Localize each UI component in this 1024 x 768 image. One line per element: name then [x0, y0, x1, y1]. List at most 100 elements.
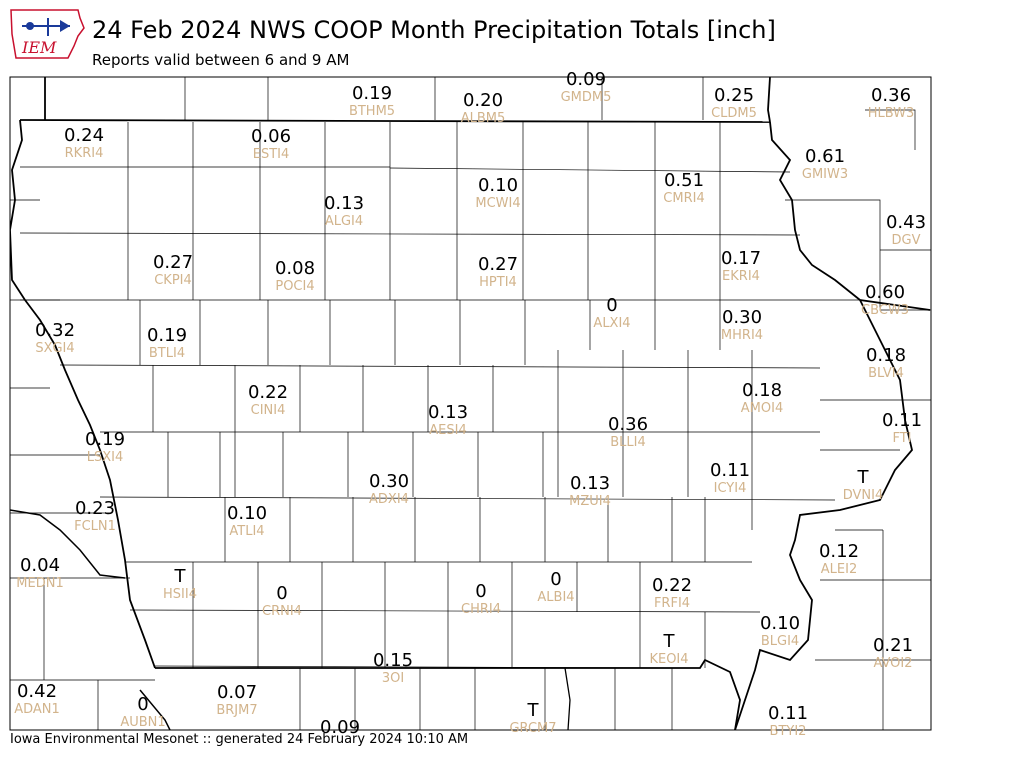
station-id: ALGI4	[325, 214, 363, 229]
station-id: GMDM5	[561, 90, 612, 105]
station-value: 0.09	[566, 69, 606, 90]
station-id: DVNI4	[843, 488, 884, 503]
station-id: MEDN1	[16, 576, 63, 591]
station-id: HLBW3	[868, 106, 915, 121]
station-id: ICYI4	[714, 481, 747, 496]
station-value: 0.13	[324, 193, 364, 214]
station-value: T	[527, 700, 540, 721]
station-id: POCI4	[275, 279, 314, 294]
station-id: AESI4	[429, 423, 466, 438]
station-id: ALBI4	[537, 590, 574, 605]
station-id: CMRI4	[663, 191, 704, 206]
station-id: CLDM5	[711, 106, 757, 121]
station-id: ADAN1	[14, 702, 60, 717]
station-value: 0.60	[865, 282, 905, 303]
map-title: 24 Feb 2024 NWS COOP Month Precipitation…	[92, 16, 776, 44]
station-value: 0.04	[20, 555, 60, 576]
station-value: 0.30	[722, 307, 762, 328]
station-value: 0.21	[873, 635, 913, 656]
station-id: LSXI4	[87, 450, 124, 465]
station-value: 0.19	[352, 83, 392, 104]
station-value: 0.15	[373, 650, 413, 671]
station-id: ALBM5	[461, 111, 506, 126]
station-id: BTHM5	[349, 104, 395, 119]
station-id: BLGI4	[761, 634, 799, 649]
station-value: 0.19	[85, 429, 125, 450]
station-value: 0.23	[75, 498, 115, 519]
station-id: CINI4	[251, 403, 286, 418]
station-value: 0.08	[275, 258, 315, 279]
station-id: AUBN1	[120, 715, 165, 730]
station-value: 0.19	[147, 325, 187, 346]
station-value: 0.42	[17, 681, 57, 702]
station-value: 0.36	[871, 85, 911, 106]
station-id: 3OI	[382, 671, 404, 686]
station-value: 0.10	[760, 613, 800, 634]
station-id: ATLI4	[229, 524, 264, 539]
station-value: 0.13	[428, 402, 468, 423]
station-id: BTYI2	[770, 724, 807, 739]
station-value: 0.30	[369, 471, 409, 492]
station-id: HPTI4	[479, 275, 517, 290]
station-id: HSII4	[163, 587, 197, 602]
station-value: 0.18	[742, 380, 782, 401]
station-value: 0.36	[608, 414, 648, 435]
station-value: 0.27	[478, 254, 518, 275]
station-value: 0	[276, 583, 287, 604]
footer-credit: Iowa Environmental Mesonet :: generated …	[10, 732, 469, 747]
station-id: ALXI4	[593, 316, 630, 331]
station-value: 0.51	[664, 170, 704, 191]
station-value: 0	[475, 581, 486, 602]
map-frame	[9, 76, 932, 731]
station-value: 0.43	[886, 212, 926, 233]
station-id: GMIW3	[802, 167, 848, 182]
station-id: AVOI2	[873, 656, 912, 671]
station-value: 0.18	[866, 345, 906, 366]
logo-text: IEM	[21, 38, 57, 57]
station-value: 0.13	[570, 473, 610, 494]
station-id: ESTI4	[253, 147, 290, 162]
station-id: MHRI4	[721, 328, 763, 343]
station-value: 0.06	[251, 126, 291, 147]
station-value: 0.10	[227, 503, 267, 524]
station-value: 0.17	[721, 248, 761, 269]
station-id: BRJM7	[216, 703, 257, 718]
iem-logo: IEM	[8, 6, 86, 62]
station-id: ALEI2	[821, 562, 857, 577]
station-id: BLLI4	[610, 435, 646, 450]
station-value: 0.20	[463, 90, 503, 111]
station-id: SXGI4	[35, 341, 74, 356]
station-value: T	[857, 467, 870, 488]
